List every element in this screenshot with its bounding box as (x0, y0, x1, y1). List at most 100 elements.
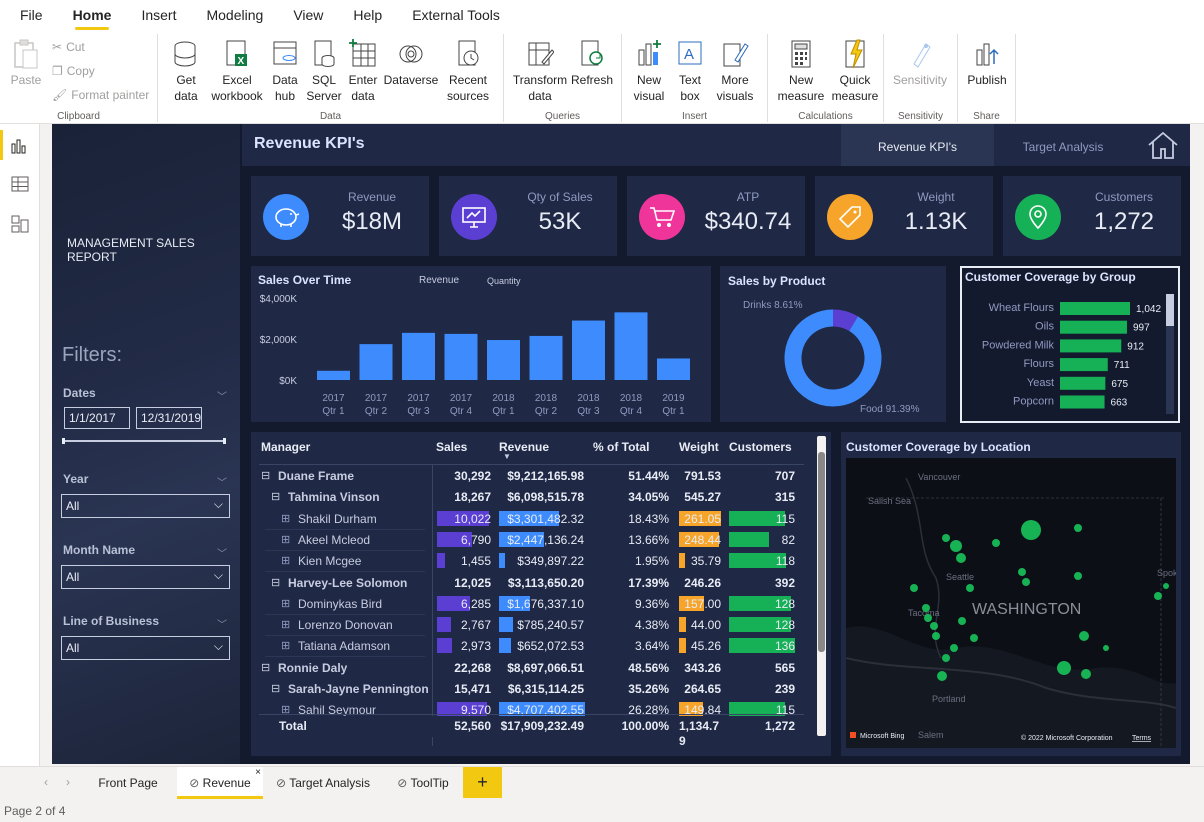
chevron-down-icon[interactable]: ﹀ (217, 392, 227, 403)
menu-view[interactable]: View (293, 7, 324, 23)
category-label: Powdered Milk (982, 339, 1055, 351)
text-box-button[interactable]: A Text box (672, 38, 708, 104)
refresh-button[interactable]: Refresh (570, 38, 614, 88)
chevron-down-icon[interactable]: ﹀ (217, 478, 227, 489)
enter-data-button[interactable]: Enter data (344, 38, 382, 104)
recent-sources-button[interactable]: Recent sources (440, 38, 496, 104)
page-tab-target[interactable]: ⊘ Target Analysis (268, 767, 378, 799)
data-view-icon[interactable] (10, 174, 30, 194)
table-scrollbar[interactable] (817, 436, 826, 736)
new-visual-button[interactable]: New visual (628, 38, 670, 104)
cell-weight: 246.26 (684, 575, 721, 590)
transform-data-button[interactable]: Transform data (512, 38, 568, 104)
sales-over-time-chart[interactable]: Sales Over Time Revenue Quantity $4,000K… (251, 266, 711, 422)
page-tab-revenue[interactable]: ⊘ Revenue × (177, 767, 263, 799)
kpi-icon-circle (827, 194, 873, 240)
sensitivity-button[interactable]: Sensitivity (890, 38, 950, 88)
sql-server-button[interactable]: SQL Server (304, 38, 344, 104)
year-dropdown[interactable]: All ⌵ (61, 494, 230, 518)
menu-external-tools[interactable]: External Tools (412, 7, 500, 23)
sales-by-product-chart[interactable]: Sales by Product Drinks 8.61% Food 91.39… (720, 266, 946, 422)
close-icon[interactable]: × (255, 767, 261, 778)
copy-button[interactable]: ❐ Copy (52, 64, 95, 78)
manager-matrix[interactable]: Manager Sales Revenue % of Total Weight Custo… (251, 432, 831, 756)
menu-insert[interactable]: Insert (141, 7, 177, 23)
expand-icon: ⊞ (281, 555, 291, 568)
matrix-table: Manager Sales Revenue % of Total Weight Custo… (251, 432, 821, 756)
more-visuals-button[interactable]: More visuals (710, 38, 760, 104)
date-from-input[interactable]: 1/1/2017 (64, 407, 130, 429)
map-customer-dot (1081, 669, 1091, 679)
table-row[interactable]: ⊞ Lorenzo Donovan 2,767 $785,240.57 4.38% 44.… (251, 615, 821, 637)
get-data-button[interactable]: Get data (166, 38, 206, 104)
table-row[interactable]: ⊞ Shakil Durham 10,022 $3,301,482.32 18.43% 2… (251, 509, 821, 530)
lob-dropdown[interactable]: All ⌵ (61, 636, 230, 660)
map-canvas[interactable]: Vancouver Salish Sea Seattle Tacoma Portland… (846, 458, 1176, 748)
model-view-icon[interactable] (10, 214, 30, 234)
cut-button[interactable]: ✂ Cut (52, 40, 85, 54)
menu-home[interactable]: Home (73, 3, 111, 30)
collapse-icon: ⊟ (271, 683, 281, 695)
view-switcher (0, 124, 40, 766)
month-dropdown[interactable]: All ⌵ (61, 565, 230, 589)
dataverse-button[interactable]: Dataverse (382, 38, 440, 88)
table-row[interactable]: ⊞ Kien Mcgee 1,455 $349,897.22 1.95% 35.79 118 (251, 551, 821, 573)
table-row[interactable]: ⊟ Ronnie Daly 22,268 $8,697,066.51 48.56% 343… (251, 658, 821, 679)
total-row: Total 52,560 $17,909,232.49 100.00% 1,134.79… (251, 716, 821, 748)
menu-help[interactable]: Help (353, 7, 383, 23)
coverage-by-location-map[interactable]: Customer Coverage by Location Vancouver S… (841, 432, 1181, 756)
column-header: Customers (729, 440, 792, 454)
nav-tab-target-analysis[interactable]: Target Analysis (1022, 140, 1104, 154)
calculations-group-label: Calculations (798, 111, 853, 122)
date-to-input[interactable]: 12/31/2019 (136, 407, 202, 429)
table-row[interactable]: ⊟ Harvey-Lee Solomon 12,025 $3,113,650.20 17… (251, 573, 821, 594)
format-painter-button[interactable]: 🖌 Format painter (52, 88, 149, 102)
cell-customers: 239 (774, 682, 795, 696)
scrollbar-thumb[interactable] (1166, 294, 1174, 326)
report-view-icon[interactable] (10, 136, 30, 156)
next-page-icon[interactable]: › (66, 775, 70, 789)
page-tab-front[interactable]: Front Page (98, 776, 158, 790)
table-scrollbar-thumb[interactable] (818, 452, 825, 652)
row-divider (265, 635, 425, 637)
excel-workbook-button[interactable]: X Excel workbook (208, 38, 266, 104)
new-measure-button[interactable]: New measure (774, 38, 828, 104)
table-row[interactable]: ⊞ Sahil Seymour 9,570 $4,707,402.55 26.28% 14… (251, 700, 821, 722)
coverage-by-group-chart[interactable]: Customer Coverage by Group Wheat Flours 1… (960, 266, 1180, 423)
quick-measure-button[interactable]: Quick measure (828, 38, 882, 104)
table-row[interactable]: ⊞ Dominykas Bird 6,285 $1,676,337.10 9.36% 15… (251, 594, 821, 615)
map-customer-dot (1057, 661, 1071, 675)
nav-tab-revenue-kpis[interactable]: Revenue KPI's (841, 124, 994, 166)
menu-file[interactable]: File (20, 7, 43, 23)
scrollbar-track[interactable] (1166, 294, 1174, 414)
chevron-down-icon[interactable]: ﹀ (217, 549, 227, 560)
data-hub-button[interactable]: Data hub (266, 38, 304, 104)
table-row[interactable]: ⊞ Tatiana Adamson 2,973 $652,072.53 3.64% 45.… (251, 636, 821, 658)
page-tab-tooltip[interactable]: ⊘ ToolTip (388, 767, 458, 799)
paste-button[interactable]: Paste (8, 38, 44, 88)
table-row[interactable]: ⊟ Sarah-Jayne Pennington 15,471 $6,315,114.… (251, 679, 821, 700)
add-page-button[interactable]: + (463, 767, 502, 798)
publish-button[interactable]: Publish (964, 38, 1010, 88)
home-icon[interactable] (1146, 130, 1180, 160)
calculations-group: New measure Quick measure Calculations (768, 34, 884, 122)
table-row[interactable]: ⊟ Tahmina Vinson 18,267 $6,098,515.78 34.05%… (251, 487, 821, 508)
legend-revenue[interactable]: Revenue (419, 275, 460, 286)
sales-databar (437, 510, 489, 526)
cell-revenue: $6,098,515.78 (507, 490, 584, 505)
table-row[interactable]: ⊞ Akeel Mcleod 6,790 $2,447,136.24 13.66% 248… (251, 530, 821, 551)
date-range-slider[interactable] (62, 438, 226, 444)
map-terms-link[interactable]: Terms (1132, 735, 1152, 742)
chevron-down-icon[interactable]: ﹀ (217, 620, 227, 631)
row-manager-name: Sarah-Jayne Pennington (288, 682, 429, 696)
hidden-eye-icon: ⊘ (276, 776, 287, 790)
prev-page-icon[interactable]: ‹ (44, 775, 48, 789)
column-header: Sales (436, 440, 468, 454)
menu-modeling[interactable]: Modeling (206, 7, 264, 23)
table-row[interactable]: ⊟ Duane Frame 30,292 $9,212,165.98 51.44% 791… (251, 466, 821, 487)
x-tick-label-qtr: Qtr 3 (577, 406, 600, 417)
total-label: Total (279, 719, 307, 733)
legend-quantity[interactable]: Quantity (487, 276, 521, 286)
dataverse-label: Dataverse (383, 73, 439, 87)
menu-bar: File Home Insert Modeling View Help Exte… (0, 0, 1204, 30)
